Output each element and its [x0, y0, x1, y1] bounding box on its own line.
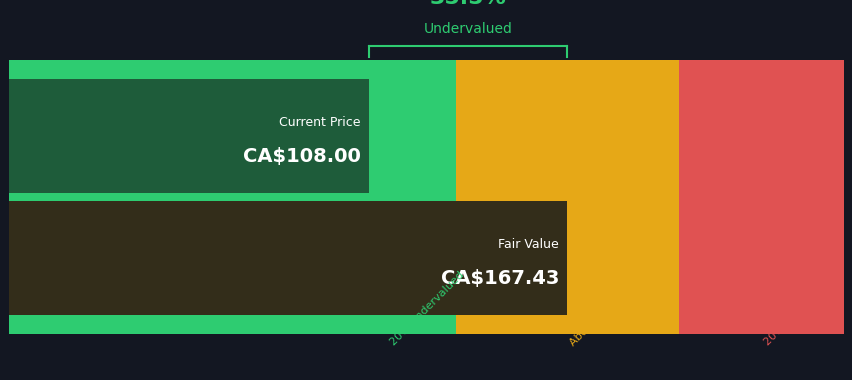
Text: About Right: About Right [567, 294, 620, 348]
Text: Fair Value: Fair Value [498, 238, 558, 251]
Bar [9, 201, 567, 315]
Text: Current Price: Current Price [279, 116, 360, 128]
Text: 20% Undervalued: 20% Undervalued [389, 270, 466, 348]
Bar [678, 60, 843, 334]
Bar [455, 60, 678, 334]
Text: CA$108.00: CA$108.00 [243, 147, 360, 166]
Bar [9, 79, 369, 193]
Text: Undervalued: Undervalued [423, 22, 512, 36]
Text: CA$167.43: CA$167.43 [440, 269, 558, 288]
Bar [9, 60, 455, 334]
Text: 35.5%: 35.5% [429, 0, 506, 8]
Text: 20% Overvalued: 20% Overvalued [761, 275, 833, 348]
